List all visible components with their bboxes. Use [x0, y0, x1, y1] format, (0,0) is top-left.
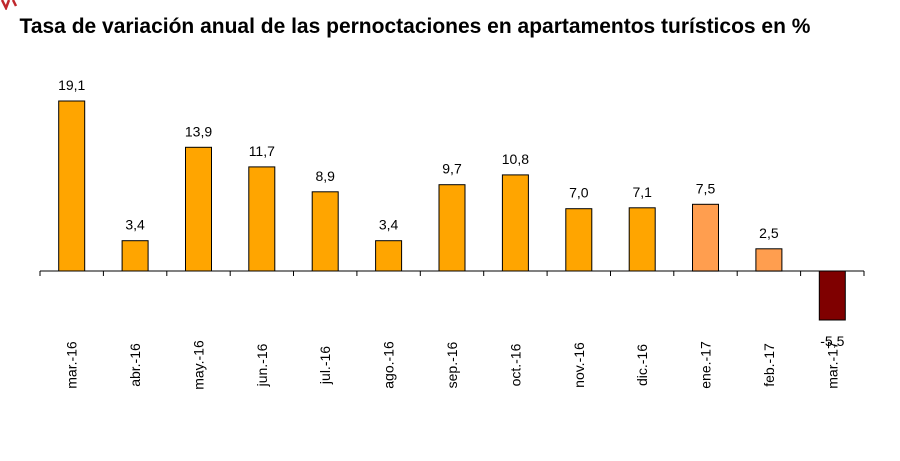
bar-may.-16: [185, 146, 212, 272]
bar-feb.-17: [755, 248, 783, 272]
category-label: jul.-16: [317, 346, 333, 385]
value-label: 8,9: [315, 168, 335, 184]
value-label: 9,7: [442, 161, 462, 177]
category-label: sep.-16: [444, 341, 460, 388]
category-label: oct.-16: [507, 343, 523, 386]
category-label: mar.-16: [64, 341, 80, 389]
value-label: 3,4: [125, 217, 145, 233]
bar-abr.-16: [121, 240, 149, 272]
bar-dic.-16: [628, 207, 656, 272]
value-label: 2,5: [759, 225, 779, 241]
bar-ago.-16: [375, 240, 403, 272]
value-label: 7,1: [632, 184, 652, 200]
bar-mar.-16: [58, 100, 86, 272]
bar-mar.-17: [818, 270, 846, 321]
category-label: jun.-16: [254, 343, 270, 387]
category-label: mar.-17: [824, 341, 840, 389]
bar-nov.-16: [565, 208, 593, 272]
bar-jul.-16: [311, 191, 339, 272]
value-label: 19,1: [58, 77, 85, 93]
category-label: abr.-16: [127, 343, 143, 387]
value-label: 13,9: [185, 123, 212, 139]
category-label: feb.-17: [761, 343, 777, 387]
value-label: -5,5: [820, 333, 844, 349]
bar-oct.-16: [501, 174, 529, 272]
category-label: ago.-16: [381, 341, 397, 389]
category-label: may.-16: [191, 340, 207, 390]
value-label: 11,7: [249, 143, 275, 159]
category-label: dic.-16: [634, 344, 650, 386]
bar-sep.-16: [438, 184, 466, 272]
chart-title: Tasa de variación anual de las pernoctac…: [19, 15, 811, 38]
value-label: 7,5: [696, 180, 716, 196]
value-label: 3,4: [379, 217, 399, 233]
value-label: 7,0: [569, 185, 589, 201]
category-label: nov.-16: [571, 342, 587, 388]
bar-ene.-17: [692, 203, 719, 272]
corner-logo-fragment: [0, 0, 22, 10]
bar-jun.-16: [248, 166, 276, 272]
value-label: 10,8: [502, 151, 529, 167]
category-label: ene.-17: [698, 341, 714, 389]
